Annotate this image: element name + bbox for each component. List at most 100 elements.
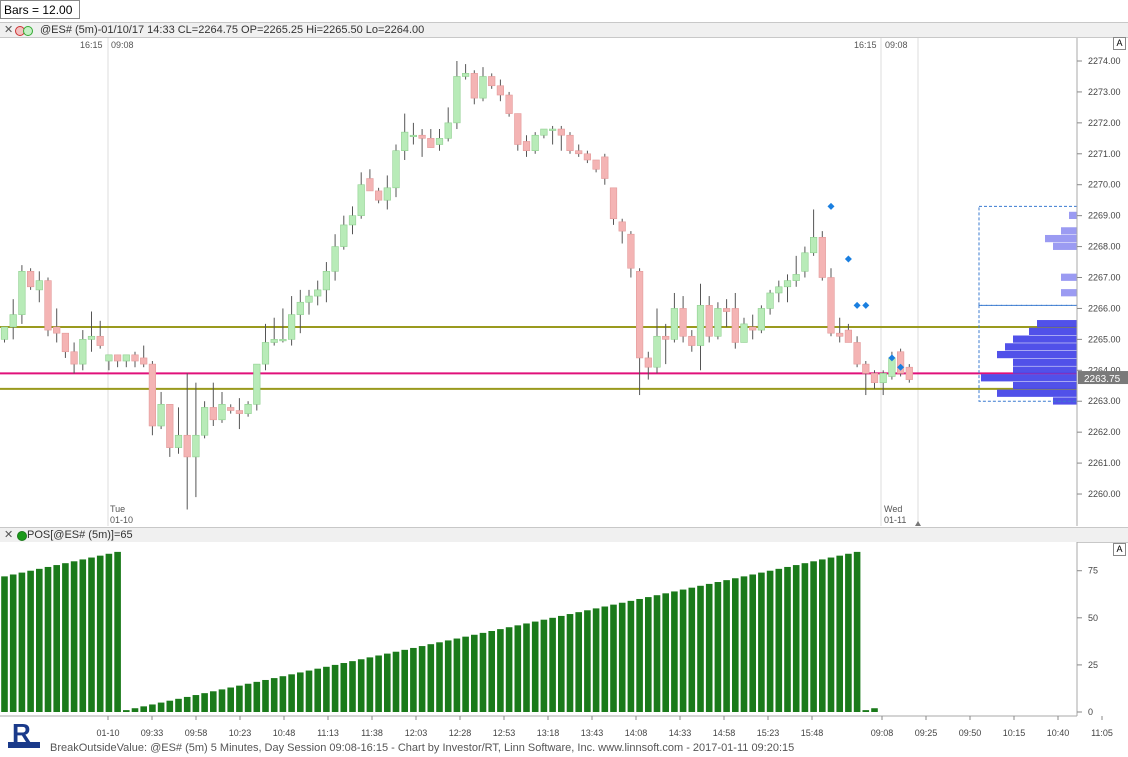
pos-bar — [645, 597, 652, 712]
pos-bar — [444, 640, 452, 712]
candle — [896, 351, 905, 374]
price-axis-label: 2267.00 — [1088, 273, 1121, 283]
candle — [809, 237, 818, 254]
pos-bar — [749, 574, 756, 712]
candle — [296, 301, 304, 315]
candle — [496, 85, 505, 96]
day-label: Wed — [884, 504, 902, 514]
pos-bar — [96, 555, 104, 712]
candle — [122, 354, 130, 362]
pos-bar — [279, 676, 287, 712]
candle — [44, 280, 52, 331]
pos-bar — [462, 636, 469, 712]
session-label: 16:15 — [854, 40, 877, 50]
profile-bar — [1005, 343, 1077, 351]
series-color-icon[interactable] — [23, 26, 33, 36]
candle — [488, 76, 496, 87]
time-axis-label: 09:33 — [141, 728, 164, 738]
pos-bar — [766, 570, 774, 712]
pos-bar — [262, 679, 269, 712]
candle — [235, 410, 244, 414]
time-axis-label: 10:40 — [1047, 728, 1070, 738]
candle — [244, 404, 252, 414]
pos-bar — [36, 568, 43, 712]
pos-bar — [62, 563, 69, 712]
candle — [470, 73, 478, 99]
session-label: 09:08 — [885, 40, 908, 50]
price-axis-label: 2262.00 — [1088, 427, 1121, 437]
pos-bar — [288, 674, 295, 712]
price-axis-label: 2272.00 — [1088, 118, 1121, 128]
autoscale-button[interactable]: A — [1113, 543, 1126, 556]
pos-bar — [201, 693, 208, 712]
pos-bar — [653, 595, 661, 712]
pos-bar — [70, 561, 78, 712]
candle — [749, 326, 757, 331]
candle — [635, 271, 644, 359]
pos-bar — [845, 553, 852, 712]
candle — [287, 314, 296, 340]
pos-bar — [671, 591, 678, 712]
axes: 2260.00 2261.00 2262.00 2263.00 2264.00 2265.… — [0, 38, 1128, 738]
candle — [331, 246, 339, 272]
time-axis-label: 15:48 — [801, 728, 824, 738]
close-icon[interactable]: ✕ — [4, 529, 14, 541]
candle — [662, 335, 670, 340]
pos-bar — [331, 664, 339, 712]
time-marker-icon — [915, 521, 921, 526]
candle — [714, 308, 722, 337]
price-axis-label: 2263.00 — [1088, 396, 1121, 406]
pos-bar — [775, 568, 783, 712]
svg-text:R: R — [12, 718, 31, 748]
pos-bar — [732, 578, 739, 712]
candle — [461, 73, 470, 77]
pos-bar — [688, 587, 696, 712]
signal-marker — [827, 202, 835, 210]
bars-count-field[interactable]: Bars = 12.00 — [0, 0, 80, 19]
pos-bar — [505, 627, 513, 712]
pos-plot — [0, 542, 1077, 716]
signal-marker — [853, 301, 861, 309]
pos-bar — [210, 691, 217, 712]
pos-bar — [123, 710, 130, 712]
series-color-icon[interactable] — [17, 531, 27, 541]
price-panel-header: ✕ @ES# (5m)-01/10/17 14:33 CL=2264.75 OP… — [0, 22, 1128, 38]
price-axis-label: 2261.00 — [1088, 458, 1121, 468]
pos-bar — [1, 576, 8, 712]
chart-footer: BreakOutsideValue: @ES# (5m) 5 Minutes, … — [0, 738, 1128, 757]
candle — [575, 150, 583, 155]
profile-bar — [1013, 366, 1077, 374]
time-axis-label: 14:58 — [713, 728, 736, 738]
candle — [87, 335, 96, 340]
candle — [853, 342, 861, 365]
candle — [592, 159, 600, 170]
candle — [627, 233, 635, 269]
profile-bar — [1013, 335, 1077, 343]
candle — [722, 308, 731, 312]
pos-bar — [183, 696, 191, 712]
pos-bar — [401, 649, 408, 712]
candle — [105, 354, 113, 362]
pos-bar — [627, 600, 635, 712]
time-axis-label: 12:28 — [449, 728, 472, 738]
pos-bar — [253, 681, 261, 712]
candle — [705, 305, 713, 337]
candle — [174, 434, 183, 448]
candle — [218, 404, 226, 421]
close-icon[interactable]: ✕ — [4, 24, 14, 36]
candle — [618, 221, 626, 232]
candle — [522, 141, 531, 151]
pos-bar — [697, 585, 704, 712]
time-axis-label: 09:58 — [185, 728, 208, 738]
time-axis-label: 15:23 — [757, 728, 780, 738]
candle — [61, 332, 69, 353]
pos-bar — [540, 619, 548, 712]
candle — [731, 308, 739, 343]
pos-axis-label: 0 — [1088, 707, 1093, 717]
day-label: 01-11 — [884, 515, 906, 525]
autoscale-button[interactable]: A — [1113, 37, 1126, 50]
candle — [870, 373, 879, 383]
time-axis-label: 10:23 — [229, 728, 252, 738]
candle — [644, 357, 652, 368]
candle — [775, 286, 783, 294]
